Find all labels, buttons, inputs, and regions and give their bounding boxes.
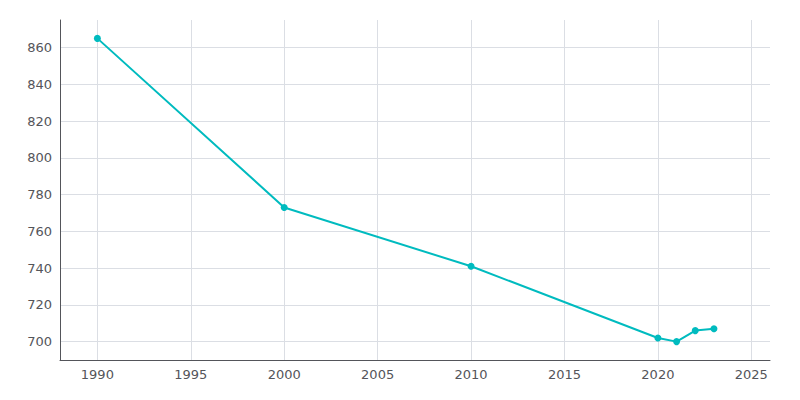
svg-text:760: 760: [27, 224, 52, 239]
svg-text:2010: 2010: [455, 367, 488, 382]
svg-text:780: 780: [27, 187, 52, 202]
svg-text:860: 860: [27, 40, 52, 55]
svg-text:2020: 2020: [641, 367, 674, 382]
svg-text:2005: 2005: [361, 367, 394, 382]
svg-text:700: 700: [27, 334, 52, 349]
svg-text:2000: 2000: [268, 367, 301, 382]
svg-text:820: 820: [27, 114, 52, 129]
svg-text:2015: 2015: [548, 367, 581, 382]
svg-text:2025: 2025: [735, 367, 768, 382]
svg-text:720: 720: [27, 297, 52, 312]
svg-text:1990: 1990: [81, 367, 114, 382]
svg-text:800: 800: [27, 150, 52, 165]
svg-text:840: 840: [27, 77, 52, 92]
svg-text:740: 740: [27, 261, 52, 276]
svg-text:1995: 1995: [174, 367, 207, 382]
